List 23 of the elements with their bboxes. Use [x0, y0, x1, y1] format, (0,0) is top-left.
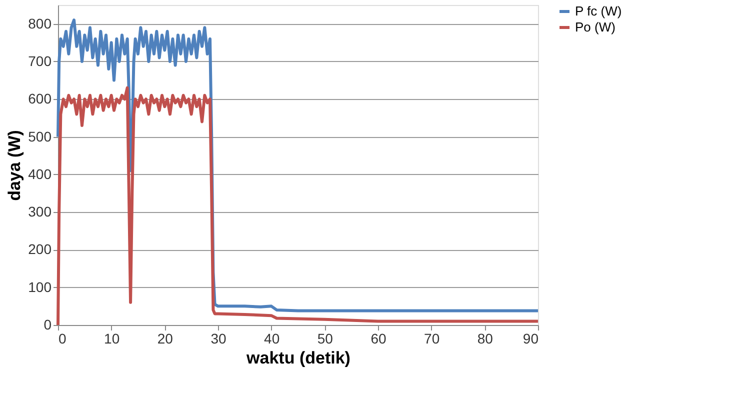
x-tick-label: 30	[210, 330, 226, 346]
x-tick-label: 20	[157, 330, 174, 346]
y-tick-label: 0	[44, 316, 52, 332]
x-tick-label: 90	[522, 330, 539, 346]
x-tick-label: 60	[370, 330, 386, 346]
y-tick-label: 200	[28, 241, 52, 258]
x-tick-label: 70	[424, 330, 440, 346]
legend-label: Po (W)	[575, 20, 616, 34]
y-tick-label: 600	[28, 90, 52, 107]
x-tick-label: 0	[58, 330, 66, 346]
legend-label: P fc (W)	[575, 4, 622, 18]
y-axis-title: daya (W)	[5, 130, 24, 201]
y-tick-label: 300	[28, 204, 52, 220]
y-tick-label: 500	[28, 128, 52, 144]
x-tick-label: 50	[317, 330, 334, 346]
y-tick-label: 400	[28, 166, 52, 182]
x-tick-label: 40	[264, 330, 280, 346]
y-tick-label: 700	[28, 52, 52, 69]
x-tick-label: 10	[104, 330, 120, 346]
x-axis-title: waktu (detik)	[246, 348, 350, 368]
y-tick-label: 100	[28, 278, 52, 295]
y-tick-label: 800	[28, 15, 52, 32]
x-tick-label: 80	[477, 330, 494, 346]
